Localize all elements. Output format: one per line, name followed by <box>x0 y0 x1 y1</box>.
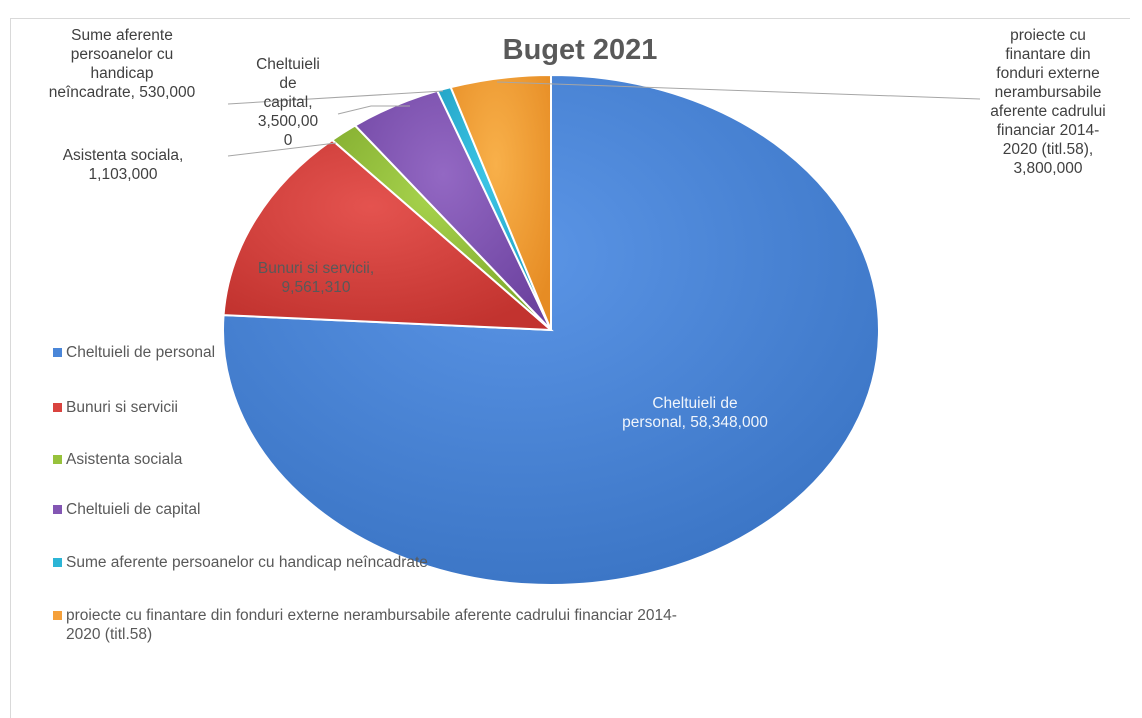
data-label-handicap: Sume aferente persoanelor cu handicap neînc… <box>48 27 196 101</box>
legend-swatch-purple <box>53 505 62 514</box>
pie-slice-5 <box>449 73 552 331</box>
legend-swatch-orange <box>53 611 62 620</box>
legend-label: Cheltuieli de capital <box>66 501 201 518</box>
legend-label: Bunuri si servicii <box>66 399 178 416</box>
legend-item-asistenta: Asistenta sociala <box>53 450 182 469</box>
legend-swatch-green <box>53 455 62 464</box>
data-label-asistenta: Asistenta sociala, 1,103,000 <box>62 147 184 183</box>
legend-label: Cheltuieli de personal <box>66 344 216 361</box>
legend-item-handicap: Sume aferente persoanelor cu handicap ne… <box>53 553 428 572</box>
leader-line-capital <box>337 105 410 115</box>
legend-swatch-red <box>53 403 62 412</box>
pie-slice-1 <box>222 138 554 332</box>
legend-swatch-blue <box>53 348 62 357</box>
leader-line-asistenta <box>227 142 337 157</box>
legend-label: Asistenta sociala <box>66 451 183 468</box>
legend-item-personal: Cheltuieli de personal <box>53 343 215 362</box>
legend-item-proiecte: proiecte cu finantare din fonduri extern… <box>53 606 677 644</box>
legend-label: Sume aferente persoanelor cu handicap ne… <box>66 554 428 571</box>
data-label-bunuri: Bunuri si servicii, 9,561,310 <box>257 260 375 296</box>
legend-item-capital: Cheltuieli de capital <box>53 500 200 519</box>
leader-line-handicap <box>227 90 444 105</box>
data-label-capital: Cheltuieli de capital, 3,500,00 0 <box>256 56 320 149</box>
leader-line-proiecte <box>496 81 981 100</box>
chart-frame <box>10 18 1130 718</box>
data-label-personal: Cheltuieli de personal, 58,348,000 <box>622 395 768 431</box>
legend-item-bunuri: Bunuri si servicii <box>53 398 178 417</box>
chart-title: Buget 2021 <box>502 34 658 66</box>
legend-label: proiecte cu finantare din fonduri extern… <box>66 607 677 643</box>
legend-swatch-cyan <box>53 558 62 567</box>
data-label-proiecte: proiecte cu finantare din fonduri externe n… <box>990 27 1106 177</box>
